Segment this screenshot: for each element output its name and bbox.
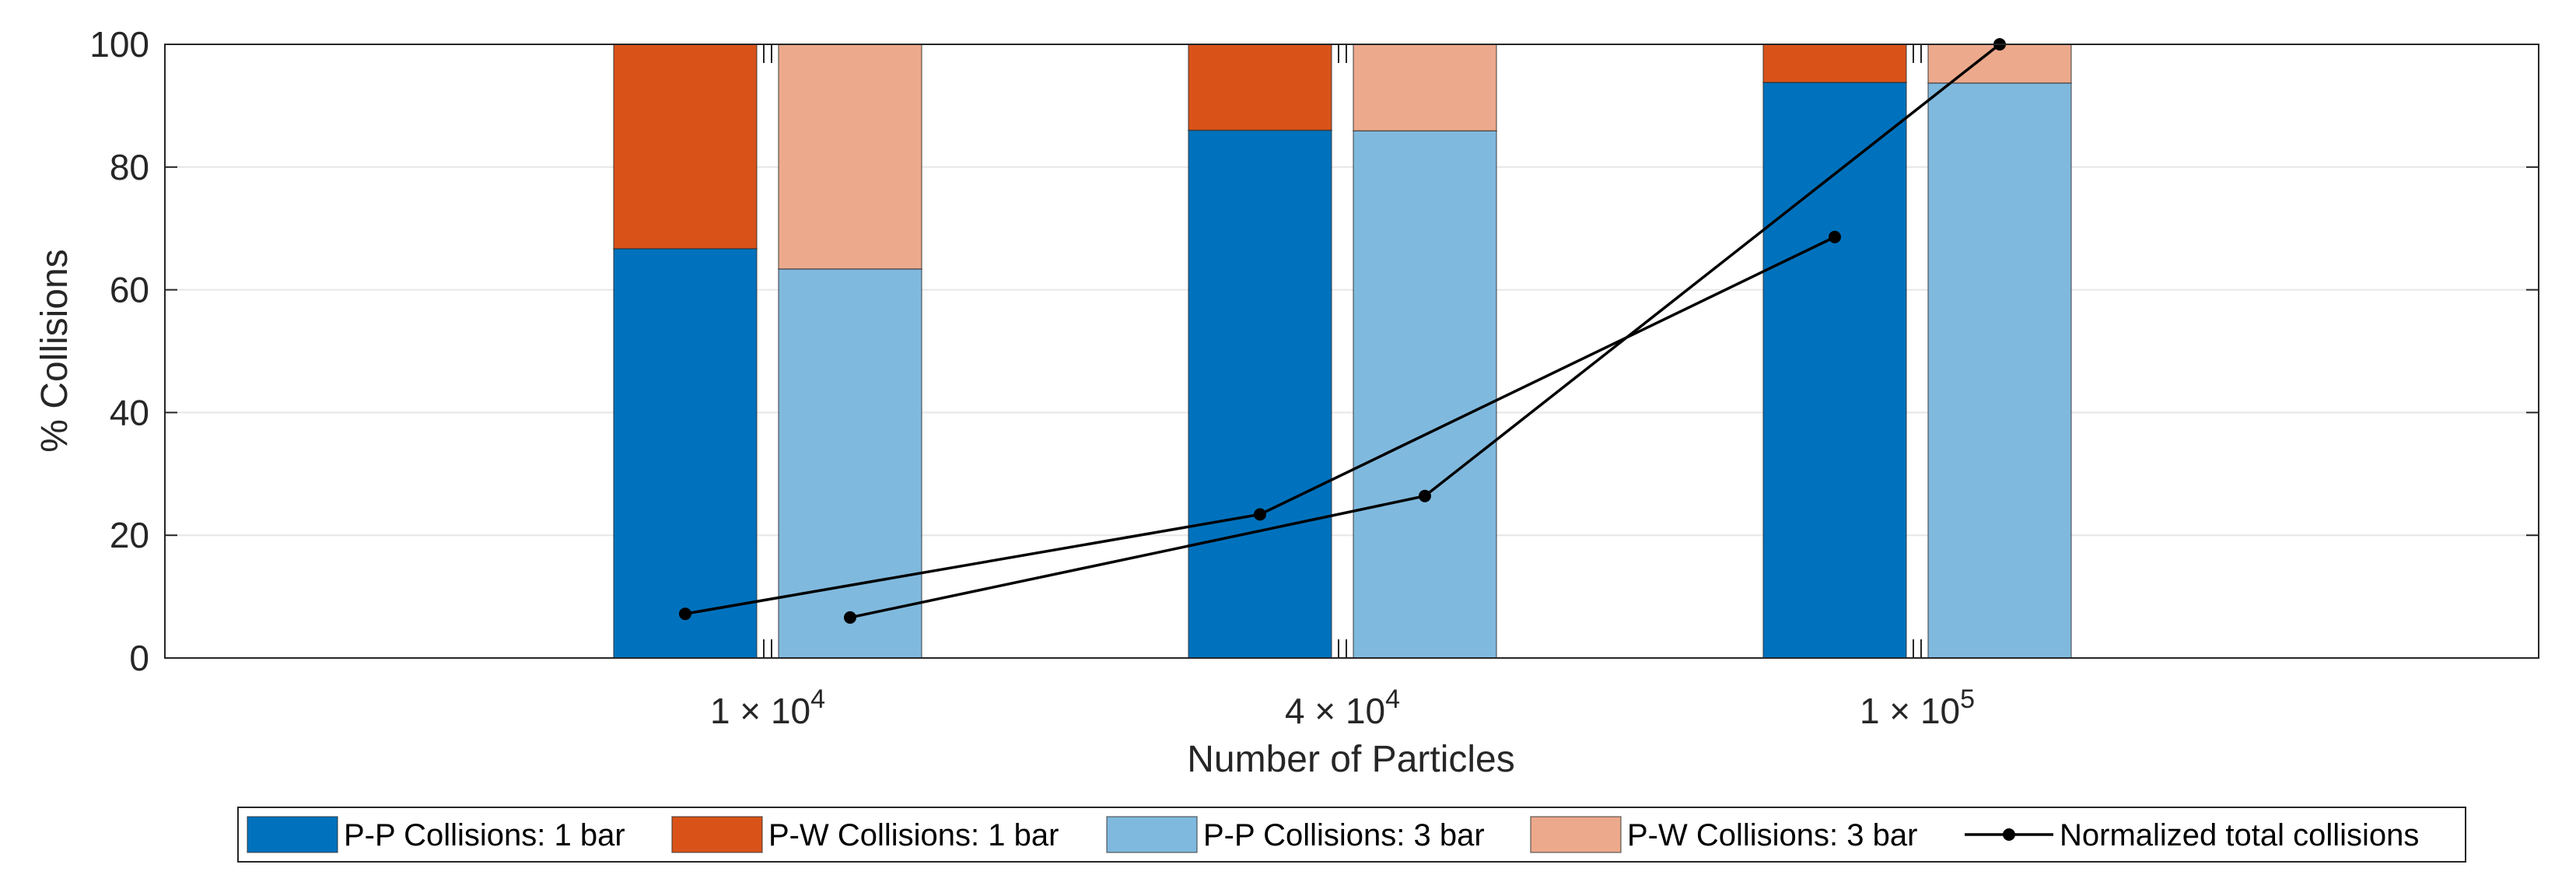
y-tick-label: 40 [110, 392, 149, 432]
y-tick-label: 20 [110, 515, 149, 555]
line-marker [1829, 230, 1841, 243]
legend-label: P-P Collisions: 3 bar [1203, 818, 1485, 852]
legend-swatch [1530, 816, 1622, 853]
x-tick-label: 4 × 104 [1285, 684, 1400, 731]
grid-lines [165, 44, 2539, 658]
x-tick-label: 1 × 105 [1860, 684, 1975, 731]
y-tick-label: 60 [110, 270, 149, 310]
bars [613, 44, 2072, 659]
axes-frame [164, 44, 2539, 659]
legend-label: P-W Collisions: 3 bar [1627, 818, 1917, 852]
legend: P-P Collisions: 1 bar P-W Collisions: 1 b… [237, 807, 2466, 863]
bar-segment [1762, 82, 1907, 659]
line-marker [1254, 508, 1266, 521]
y-axis-label: % Collisions [34, 249, 75, 452]
bar-segment [1927, 82, 2072, 659]
bar-segment [1762, 44, 1907, 83]
legend-line-marker [2003, 828, 2015, 841]
legend-label: Normalized total collisions [2060, 818, 2419, 852]
legend-label: P-W Collisions: 1 bar [768, 818, 1059, 852]
bar-segment [778, 44, 922, 270]
group-separators [763, 44, 1922, 658]
y-tick-label: 100 [89, 24, 149, 65]
bar-segment [778, 268, 922, 659]
legend-swatch [671, 816, 763, 853]
x-axis-label: Number of Particles [1187, 739, 1514, 780]
bar-segment [1353, 44, 1497, 131]
plot-area [165, 44, 2539, 658]
line-marker [679, 607, 691, 621]
bar-segment [1188, 44, 1332, 131]
line-marker [844, 611, 856, 624]
line-marker [1419, 489, 1431, 502]
y-tick-label: 80 [110, 147, 149, 187]
bar-segment [1927, 44, 2072, 84]
axes [164, 44, 2539, 659]
bar-segment [1188, 129, 1332, 659]
legend-swatch [247, 816, 338, 853]
tick-labels: 0 20 40 60 80 100 1 × 104 4 × 104 1 × 105 [89, 24, 1975, 731]
y-tick-label: 0 [129, 638, 149, 678]
bar-segment [613, 44, 758, 250]
series-lines [679, 38, 2006, 624]
legend-label: P-P Collisions: 1 bar [344, 818, 625, 852]
legend-box [237, 807, 2466, 863]
bar-segment [1353, 130, 1497, 659]
x-tick-label: 1 × 104 [710, 684, 825, 731]
bar-segment [613, 247, 758, 659]
legend-swatch [1106, 816, 1198, 853]
